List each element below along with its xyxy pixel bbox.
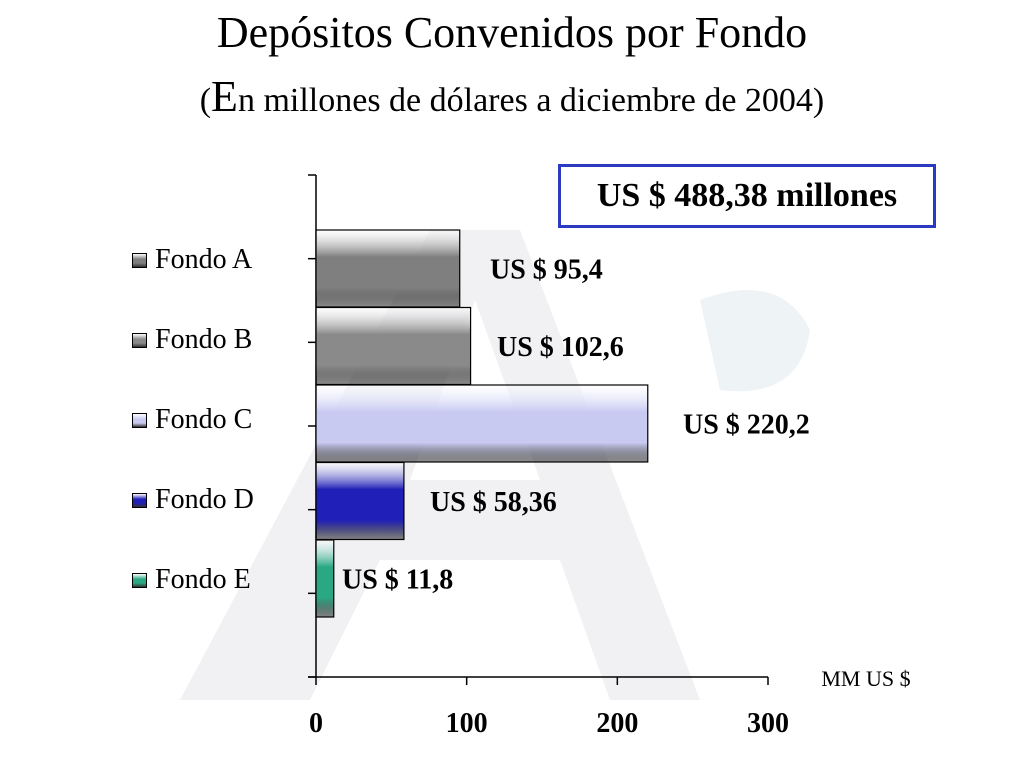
page-subtitle: (En millones de dólares a diciembre de 2… [0, 75, 1024, 122]
bar-data-label: US $ 102,6 [497, 332, 624, 363]
x-axis-unit-label: MM US $ [821, 666, 911, 691]
bar-data-label: US $ 95,4 [490, 255, 603, 286]
legend-label: Fondo E [155, 564, 251, 595]
x-tick-label: 100 [446, 708, 488, 739]
legend-item: Fondo E [132, 560, 312, 600]
legend-swatch [132, 332, 147, 348]
bar-fondo-a [315, 229, 461, 308]
bar-fondo-b [315, 306, 472, 386]
x-tick-label: 0 [309, 708, 323, 739]
legend-item: Fondo D [132, 480, 312, 520]
legend-item: Fondo C [132, 400, 312, 440]
bar-data-label: US $ 11,8 [342, 565, 453, 596]
legend-label: Fondo B [155, 324, 253, 355]
subtitle-initial: E [211, 72, 238, 121]
x-tick-label: 200 [596, 708, 638, 739]
total-callout: US $ 488,38 millones [558, 164, 936, 228]
legend-label: Fondo A [155, 244, 253, 275]
bar-fondo-c [315, 384, 649, 463]
legend-item: Fondo B [132, 320, 312, 360]
bar-data-label: US $ 58,36 [430, 487, 557, 518]
page-title: Depósitos Convenidos por Fondo [216, 8, 808, 57]
legend-swatch [132, 412, 147, 428]
legend-swatch [132, 572, 147, 588]
legend-item: Fondo A [132, 240, 312, 280]
subtitle-rest: n millones de dólares a diciembre de 200… [237, 82, 825, 119]
legend-swatch [132, 252, 147, 268]
legend-label: Fondo D [155, 484, 254, 515]
bar-data-label: US $ 220,2 [683, 410, 810, 441]
x-tick-label: 300 [747, 708, 789, 739]
bar-fondo-d [315, 461, 405, 541]
legend-label: Fondo C [155, 404, 253, 435]
legend-swatch [132, 492, 147, 508]
subtitle-open: ( [199, 82, 212, 119]
bar-fondo-e [315, 539, 335, 618]
